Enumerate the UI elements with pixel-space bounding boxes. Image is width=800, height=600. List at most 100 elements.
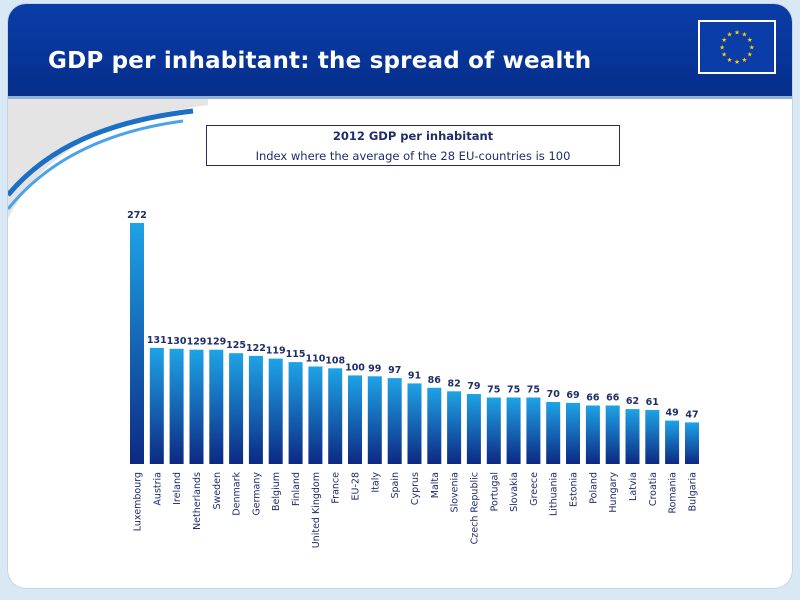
data-label: 75 (507, 385, 520, 396)
data-label: 125 (226, 340, 246, 351)
bar (189, 349, 204, 464)
category-label: Poland (588, 472, 599, 504)
data-label: 49 (665, 408, 678, 419)
category-label: Ireland (172, 472, 183, 505)
data-label: 119 (266, 346, 286, 357)
flag-star-icon: ★ (719, 43, 725, 51)
bar (149, 347, 164, 464)
flag-star-icon: ★ (742, 56, 748, 64)
chart-title: 2012 GDP per inhabitant (332, 129, 494, 143)
category-label: Austria (152, 472, 163, 506)
category-label: EU-28 (351, 472, 362, 500)
bar (268, 358, 283, 464)
decorative-swoosh (8, 99, 208, 219)
bar (506, 397, 521, 464)
bar (209, 349, 224, 464)
data-label: 61 (646, 397, 659, 408)
bar (466, 394, 481, 464)
category-label: Estonia (569, 472, 580, 507)
category-label: Portugal (489, 472, 500, 511)
chart-subtitle: Index where the average of the 28 EU-cou… (255, 149, 571, 163)
slide: GDP per inhabitant: the spread of wealth… (8, 4, 792, 588)
category-label: Malta (430, 472, 441, 498)
bar (645, 410, 660, 464)
page-title: GDP per inhabitant: the spread of wealth (48, 48, 592, 74)
data-label: 99 (368, 363, 381, 374)
category-label: Spain (390, 472, 401, 499)
bar (288, 362, 303, 464)
data-label: 272 (127, 210, 147, 221)
bar (447, 391, 462, 464)
bar (308, 366, 323, 464)
bar (585, 405, 600, 464)
data-label: 131 (147, 335, 167, 346)
category-label: Hungary (608, 472, 619, 513)
category-label: Latvia (628, 472, 639, 501)
data-label: 70 (547, 389, 561, 400)
bar (169, 348, 184, 464)
category-label: Belgium (271, 472, 282, 511)
data-label: 66 (606, 393, 620, 404)
data-label: 122 (246, 343, 266, 354)
data-label: 100 (345, 362, 365, 373)
data-label: 47 (685, 409, 698, 420)
category-label: United Kingdom (311, 472, 322, 548)
category-label: France (331, 472, 342, 504)
category-label: Greece (529, 472, 540, 506)
bar (229, 353, 244, 464)
data-label: 75 (527, 385, 540, 396)
data-label: 129 (206, 337, 226, 348)
bar (367, 376, 382, 464)
category-label: Denmark (232, 472, 243, 516)
data-label: 108 (325, 355, 345, 366)
bar (546, 402, 561, 464)
category-label: Czech Republic (469, 472, 480, 544)
chart-title-box: 2012 GDP per inhabitant Index where the … (206, 125, 620, 166)
data-label: 69 (566, 390, 579, 401)
data-label: 97 (388, 365, 401, 376)
bar (248, 355, 263, 464)
category-label: Slovakia (509, 472, 520, 512)
bar (526, 397, 541, 464)
bar-chart: 272 Luxembourg 131 Austria 130 Ireland 129 Neth… (127, 210, 699, 548)
flag-star-icon: ★ (734, 29, 740, 37)
bar (605, 405, 620, 464)
category-label: Sweden (212, 472, 223, 510)
flag-star-icon: ★ (747, 51, 753, 59)
flag-star-icon: ★ (734, 58, 740, 66)
data-label: 115 (286, 349, 306, 360)
category-label: Croatia (648, 472, 659, 506)
category-label: Bulgaria (688, 472, 699, 511)
bar (685, 422, 699, 464)
flag-star-icon: ★ (742, 30, 748, 38)
data-label: 79 (467, 381, 480, 392)
category-label: Romania (668, 472, 679, 514)
bar (566, 402, 580, 464)
category-label: Cyprus (410, 472, 421, 505)
category-label: Luxembourg (133, 472, 144, 531)
flag-star-icon: ★ (727, 56, 733, 64)
flag-star-icon: ★ (721, 51, 727, 59)
data-label: 82 (447, 378, 460, 389)
flag-star-icon: ★ (747, 36, 753, 44)
header-bar: GDP per inhabitant: the spread of wealth… (8, 4, 792, 96)
category-label: Slovenia (450, 472, 461, 512)
bar (665, 420, 680, 464)
header-divider (8, 96, 792, 99)
flag-star-icon: ★ (721, 36, 727, 44)
data-label: 130 (167, 336, 187, 347)
category-label: Netherlands (192, 472, 203, 530)
bar (387, 378, 402, 464)
data-label: 75 (487, 385, 500, 396)
data-label: 91 (408, 370, 421, 381)
bar (130, 223, 144, 464)
bar (625, 409, 640, 464)
data-label: 86 (428, 375, 442, 386)
data-label: 129 (187, 337, 207, 348)
data-label: 110 (305, 354, 325, 365)
bar (407, 383, 422, 464)
flag-star-icon: ★ (749, 43, 755, 51)
category-label: Italy (370, 472, 381, 493)
category-label: Finland (291, 472, 302, 506)
bar (328, 368, 343, 464)
